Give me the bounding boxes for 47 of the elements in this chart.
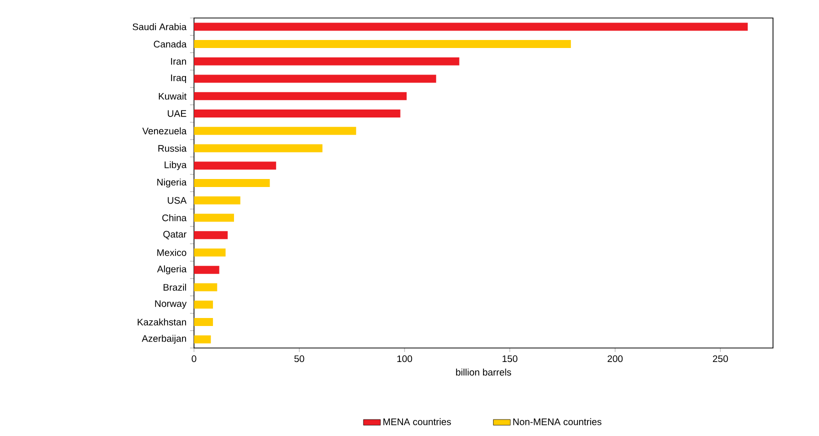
bar	[194, 40, 571, 48]
y-tick-label: Norway	[155, 300, 187, 309]
x-tick-label: 200	[608, 355, 623, 362]
bar	[194, 248, 226, 256]
bar	[194, 74, 436, 83]
y-tick-label: Brazil	[164, 284, 186, 291]
y-tick-label: China	[162, 214, 187, 222]
bar	[194, 22, 748, 31]
bar	[194, 335, 211, 344]
y-tick-label: Saudi Arabia	[132, 23, 187, 30]
y-tick-label: UAE	[168, 110, 186, 117]
bar	[194, 266, 220, 274]
bar	[194, 283, 218, 292]
x-tick-label: 50	[294, 355, 304, 362]
legend-label: Non-MENA countries	[513, 418, 602, 426]
x-tick-label: 100	[397, 355, 412, 362]
bar	[194, 110, 400, 118]
y-tick-label: Russia	[158, 144, 187, 152]
x-tick-label: 250	[712, 355, 728, 362]
bar	[194, 179, 270, 188]
bar	[194, 214, 234, 222]
bar	[194, 231, 228, 240]
bar	[194, 57, 460, 66]
y-tick-label: Azerbaijan	[142, 334, 186, 344]
x-axis-title: billion barrels	[456, 368, 512, 376]
bar	[194, 318, 213, 326]
y-tick-label: Nigeria	[157, 178, 187, 188]
x-tick-label: 0	[192, 355, 196, 362]
y-tick-label: Venezuela	[142, 127, 187, 134]
y-tick-label: Kazakhstan	[138, 318, 186, 326]
y-tick-label: Kuwait	[158, 92, 187, 100]
bar	[194, 144, 322, 152]
y-tick-label: Libya	[164, 161, 187, 170]
bar	[194, 126, 356, 135]
y-tick-label: Iran	[171, 58, 186, 65]
bar	[194, 196, 240, 204]
y-tick-label: Mexico	[157, 248, 186, 256]
y-tick-label: Iraq	[171, 74, 186, 84]
legend-label: MENA countries	[383, 418, 451, 426]
bar	[194, 92, 407, 100]
x-tick-label: 150	[502, 355, 518, 362]
y-tick-label: Qatar	[163, 230, 186, 240]
bar	[194, 162, 276, 170]
bar	[194, 300, 213, 309]
y-tick-label: Canada	[154, 40, 187, 48]
y-tick-label: Algeria	[157, 265, 187, 274]
y-tick-label: USA	[168, 197, 187, 204]
